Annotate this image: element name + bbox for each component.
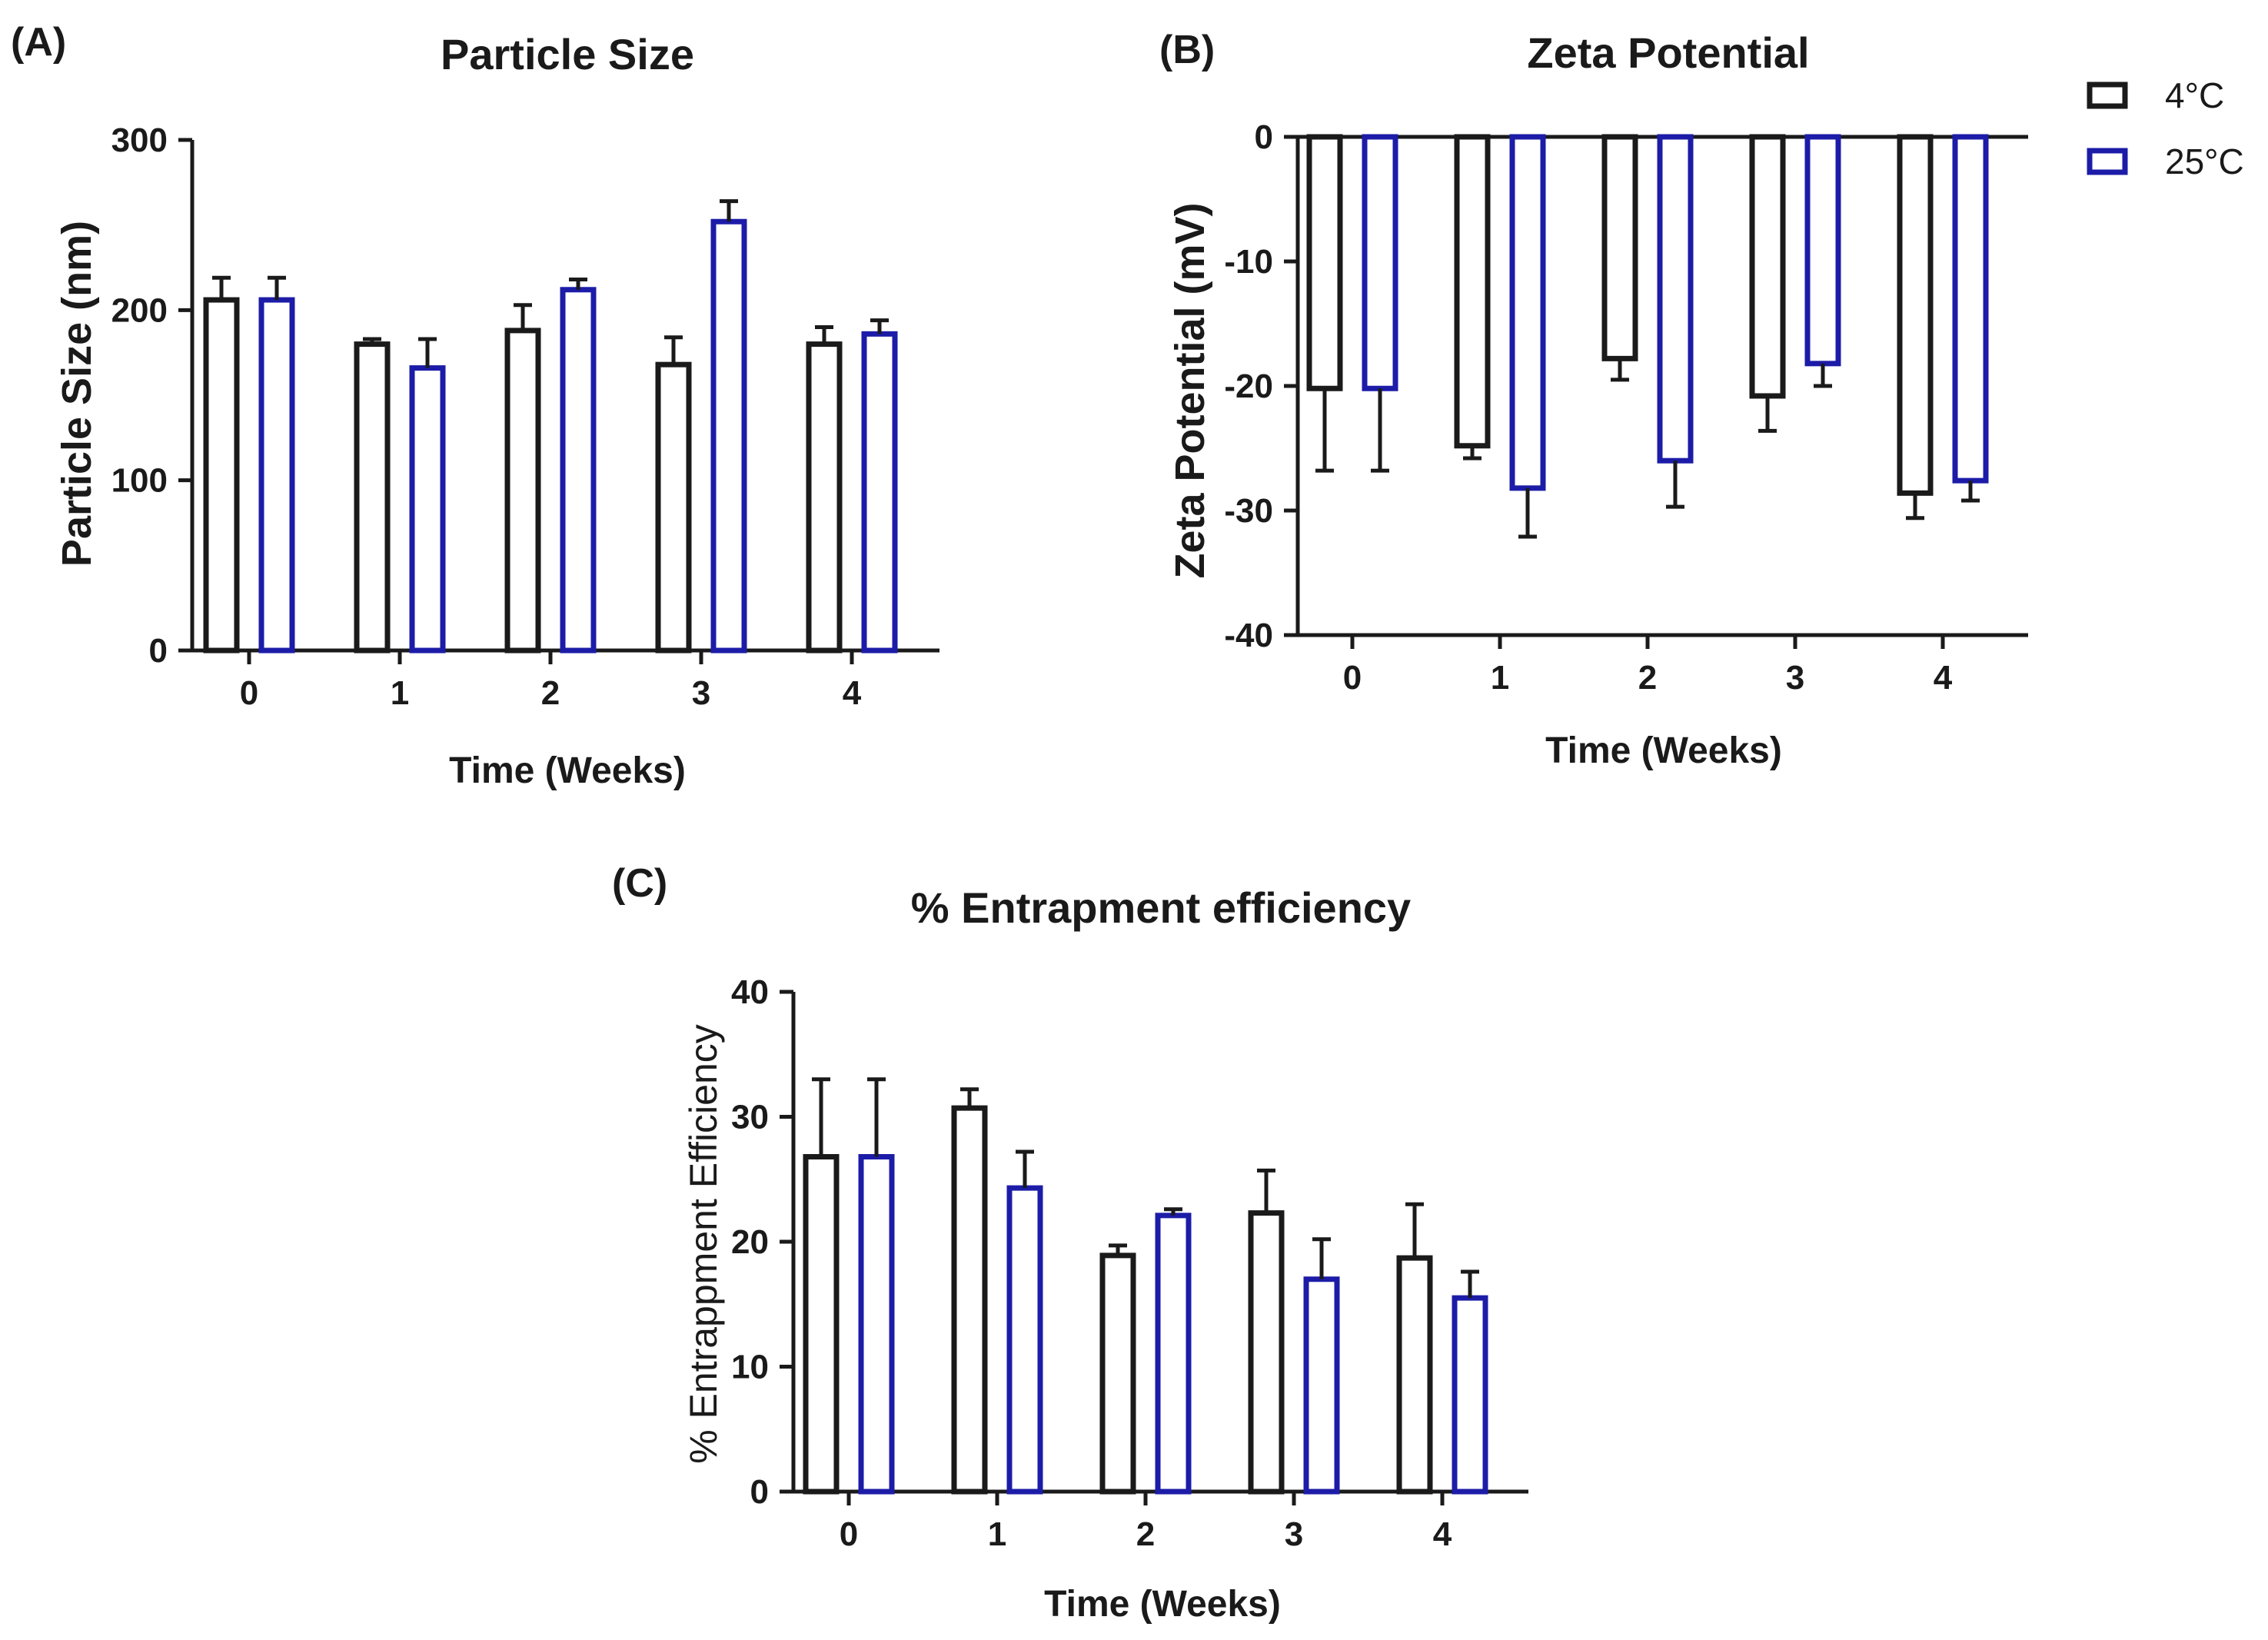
panel-b-bar-25c: [1657, 134, 1694, 464]
panel-a-x-tick-label: 0: [240, 674, 258, 712]
panel-c-y-tick-label: 30: [731, 1099, 769, 1136]
panel-a-y-axis-label: Particle Size (nm): [54, 221, 100, 567]
panel-a-x-axis-label: Time (Weeks): [449, 750, 686, 791]
legend-label-25c: 25°C: [2165, 141, 2244, 181]
panel-a-y-tick-label: 200: [111, 291, 168, 329]
panel-b-bar-25c: [1804, 134, 1841, 367]
panel-a-bar-25c: [560, 287, 597, 654]
panel-c-y-axis-label: % Entrappment Efficiency: [682, 1024, 725, 1464]
panel-a-bar-25c: [861, 331, 898, 654]
panel-b-y-tick-label: -20: [1224, 368, 1273, 405]
panel-a-bar-4c: [504, 328, 541, 654]
legend-label-4c: 4°C: [2165, 75, 2224, 115]
panel-b-bar-4c: [1749, 134, 1786, 399]
panel-a-x-tick-label: 2: [541, 674, 560, 712]
panel-c-title: % Entrapment efficiency: [911, 883, 1411, 932]
panel-b-tag: (B): [1159, 28, 1215, 72]
panel-c-bar-4c: [1248, 1210, 1285, 1495]
panel-a-tag: (A): [11, 20, 66, 65]
panel-a-bar-25c: [710, 218, 747, 654]
panel-a-x-tick-label: 1: [391, 674, 409, 712]
panel-c-x-tick-label: 1: [988, 1515, 1006, 1553]
panel-c-x-tick-label: 2: [1136, 1515, 1155, 1553]
panel-b-y-tick-label: -10: [1224, 243, 1273, 281]
panel-b-x-tick-label: 0: [1343, 659, 1362, 697]
panel-c-bar-4c: [951, 1105, 988, 1495]
panel-b-y-tick-label: 0: [1255, 118, 1273, 156]
panel-a-y-tick-label: 100: [111, 462, 168, 500]
panel-c-bar-25c: [1155, 1213, 1192, 1495]
panel-b-bar-4c: [1306, 134, 1343, 391]
panel-b: (B) Zeta Potential Zeta Potential (mV) T…: [1159, 28, 2028, 771]
panel-b-bar-4c: [1454, 134, 1491, 449]
panel-a-y-tick-label: 0: [149, 632, 168, 670]
panel-b-x-axis-label: Time (Weeks): [1545, 730, 1782, 771]
panel-a-bar-4c: [806, 341, 843, 654]
panel-c-x-tick-label: 0: [840, 1515, 858, 1553]
panel-a-y-tick-label: 300: [111, 121, 168, 159]
panel-b-x-tick-label: 3: [1786, 659, 1804, 697]
panel-b-bar-4c: [1601, 134, 1638, 361]
panel-a-bar-25c: [258, 297, 295, 654]
legend-swatch-25c: [2087, 148, 2128, 175]
panel-b-x-tick-label: 1: [1491, 659, 1509, 697]
panel-b-x-tick-label: 4: [1934, 659, 1953, 697]
panel-c-bar-25c: [858, 1154, 895, 1495]
panel-a-x-tick-label: 3: [692, 674, 710, 712]
panel-c-tag: (C): [612, 861, 667, 906]
legend: 4°C 25°C: [2087, 75, 2244, 181]
panel-b-y-axis-label: Zeta Potential (mV): [1167, 202, 1213, 578]
panel-c-bar-25c: [1452, 1295, 1488, 1495]
panel-a-title: Particle Size: [441, 30, 694, 78]
panel-b-x-tick-label: 2: [1638, 659, 1657, 697]
panel-b-bar-25c: [1509, 134, 1546, 491]
panel-b-bar-4c: [1897, 134, 1934, 496]
panel-c-y-tick-label: 0: [750, 1473, 769, 1511]
panel-c-x-tick-label: 3: [1285, 1515, 1303, 1553]
panel-c-y-tick-label: 20: [731, 1223, 769, 1261]
panel-b-y-tick-label: -40: [1224, 617, 1273, 654]
panel-b-bar-25c: [1362, 134, 1398, 391]
panel-b-title: Zeta Potential: [1527, 28, 1809, 77]
panel-c-bar-25c: [1303, 1276, 1340, 1495]
panel-a-bar-4c: [354, 341, 391, 654]
panel-a-bar-4c: [655, 361, 692, 654]
panel-c: (C) % Entrapment efficiency % Entrappmen…: [612, 861, 1528, 1625]
panel-c-bar-4c: [1099, 1252, 1136, 1495]
panel-c-bar-4c: [803, 1154, 840, 1495]
panel-a: (A) Particle Size Particle Size (nm) Tim…: [11, 20, 939, 791]
panel-b-y-tick-label: -30: [1224, 492, 1273, 530]
panel-a-bar-4c: [203, 297, 240, 654]
panel-c-bar-4c: [1396, 1255, 1433, 1495]
panel-a-x-tick-label: 4: [843, 674, 862, 712]
panel-c-y-tick-label: 40: [731, 973, 769, 1011]
panel-c-y-tick-label: 10: [731, 1349, 769, 1386]
panel-c-x-axis-label: Time (Weeks): [1044, 1584, 1281, 1625]
panel-c-x-tick-label: 4: [1433, 1515, 1452, 1553]
panel-a-bar-25c: [409, 365, 446, 654]
panel-c-bar-25c: [1006, 1185, 1043, 1495]
panel-b-bar-25c: [1952, 134, 1989, 484]
legend-swatch-4c: [2087, 82, 2128, 109]
